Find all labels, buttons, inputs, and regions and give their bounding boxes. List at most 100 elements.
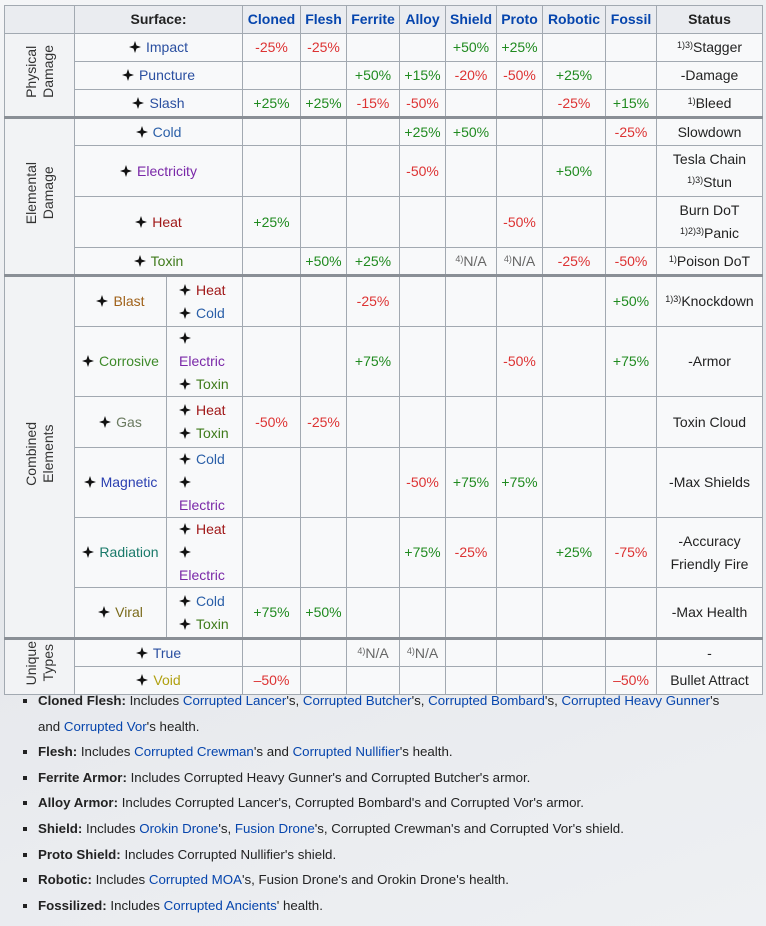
- modifier: +15%: [612, 94, 650, 111]
- type-name[interactable]: True: [152, 644, 182, 661]
- row: Slash +25% +25% -15% -50% -25% +15% 1)Bleed: [5, 89, 763, 118]
- modifier-cell: [242, 637, 301, 667]
- group-label-line: Elemental: [22, 161, 39, 225]
- status-line: -Max Shields: [659, 471, 760, 494]
- row: Void –50% –50% Bullet Attract: [5, 666, 763, 695]
- column-header[interactable]: Flesh: [300, 5, 347, 34]
- component-name[interactable]: Cold: [196, 451, 225, 467]
- modifier-cell: [542, 196, 606, 248]
- column-header[interactable]: Fossil: [605, 5, 657, 34]
- type-icon: [179, 306, 191, 319]
- modifier-cell: +25%: [496, 33, 543, 62]
- modifier: N/A: [414, 644, 439, 661]
- modifier-cell: [346, 116, 400, 146]
- status: Toxin Cloud: [672, 413, 747, 430]
- component-name[interactable]: Heat: [196, 521, 226, 537]
- note-text: Includes Corrupted Heavy Gunner's and Co…: [126, 769, 531, 785]
- column-header[interactable]: Cloned: [242, 5, 301, 34]
- modifier-cell: [496, 587, 543, 639]
- status-line: 1)3)Stagger: [659, 36, 760, 59]
- note-link[interactable]: Corrupted Nullifier: [292, 744, 400, 760]
- component-name[interactable]: Toxin: [196, 425, 229, 441]
- modifier-cell: [399, 196, 446, 248]
- type-name[interactable]: Heat: [152, 213, 182, 230]
- note: Fossilized: Includes Corrupted Ancients'…: [38, 893, 738, 919]
- type-cell: True: [74, 637, 243, 667]
- modifier: N/A: [365, 644, 389, 661]
- modifier-cell: [300, 145, 347, 197]
- type-name[interactable]: Gas: [116, 413, 142, 430]
- status: -Armor: [688, 353, 731, 369]
- type-cell: Void: [74, 666, 243, 695]
- component-name[interactable]: Toxin: [196, 615, 229, 632]
- status: Burn DoT: [679, 202, 740, 218]
- group-label-line: Damage: [39, 166, 56, 220]
- modifier-cell: [496, 274, 543, 327]
- type-name[interactable]: Radiation: [99, 544, 159, 560]
- column-header[interactable]: Proto: [496, 5, 543, 34]
- status-cell: -: [656, 637, 763, 667]
- type-icon: [179, 378, 191, 390]
- note: Cloned Flesh: Includes Corrupted Lancer'…: [38, 688, 738, 739]
- type-icon: [121, 69, 134, 81]
- modifier: -25%: [557, 94, 591, 111]
- type-name[interactable]: Corrosive: [99, 353, 159, 369]
- modifier-cell: [346, 587, 400, 639]
- note-link[interactable]: Fusion Drone: [234, 820, 315, 836]
- component-name[interactable]: Electric: [179, 353, 225, 369]
- component-name[interactable]: Electric: [179, 567, 225, 583]
- modifier-cell: [300, 196, 347, 248]
- modifier-cell: [605, 196, 657, 248]
- component-name[interactable]: Toxin: [196, 376, 229, 392]
- status-cell: -Max Shields: [656, 447, 763, 518]
- type-name[interactable]: Magnetic: [100, 474, 158, 490]
- corner: [4, 5, 75, 34]
- note-link[interactable]: Corrupted Heavy Gunner: [561, 693, 711, 708]
- row: Radiation Heat Electric +75% -25% +25% -75% -Ac…: [5, 517, 763, 588]
- note-link[interactable]: Corrupted Lancer: [182, 693, 287, 708]
- note-link[interactable]: Corrupted MOA: [148, 872, 242, 888]
- note-link[interactable]: Corrupted Bombard: [428, 693, 545, 708]
- status-cell: 1)3)Stagger: [656, 33, 763, 62]
- column-header[interactable]: Ferrite: [346, 5, 400, 34]
- type-name[interactable]: Electricity: [137, 162, 197, 179]
- type-name[interactable]: Blast: [113, 293, 145, 309]
- type-cell: Electricity: [74, 145, 243, 197]
- status-line: Bullet Attract: [659, 669, 760, 692]
- component-name[interactable]: Cold: [196, 592, 225, 609]
- column-header[interactable]: Robotic: [542, 5, 606, 34]
- modifier-cell: –50%: [605, 666, 657, 695]
- status-cell: 1)3)Knockdown: [656, 274, 763, 327]
- type-cell: Toxin: [74, 247, 243, 276]
- column-header[interactable]: Shield: [445, 5, 497, 34]
- modifier-cell: [542, 637, 606, 667]
- modifier-cell: [399, 247, 446, 276]
- component-name[interactable]: Cold: [196, 304, 225, 321]
- note-link[interactable]: Orokin Drone: [139, 820, 219, 836]
- status: -: [707, 644, 712, 661]
- type-name[interactable]: Void: [153, 672, 181, 688]
- component-name[interactable]: Electric: [179, 497, 225, 513]
- note-link[interactable]: Corrupted Crewman: [134, 744, 254, 760]
- component: Toxin: [179, 373, 240, 396]
- note-link[interactable]: Corrupted Butcher: [302, 693, 412, 708]
- column-header[interactable]: Alloy: [399, 5, 446, 34]
- row: Combined Elements Blast Heat Cold -25% +50% 1)3…: [4, 274, 763, 639]
- modifier-cell: -50%: [496, 326, 543, 397]
- component-name[interactable]: Heat: [196, 402, 226, 418]
- note-link[interactable]: Corrupted Ancients: [163, 897, 277, 913]
- modifier-cell: [605, 396, 657, 448]
- note-text: Includes: [82, 820, 140, 836]
- type-name[interactable]: Puncture: [138, 67, 196, 83]
- modifier-cell: [542, 587, 606, 639]
- type-name[interactable]: Toxin: [150, 252, 184, 269]
- component-name[interactable]: Heat: [196, 281, 226, 298]
- type-name[interactable]: Cold: [152, 123, 182, 140]
- type-cell: Corrosive: [74, 326, 167, 397]
- modifier-cell: -75%: [605, 517, 657, 588]
- type-name[interactable]: Slash: [149, 94, 185, 111]
- type-name[interactable]: Impact: [145, 39, 188, 55]
- type-icon: [135, 125, 148, 138]
- note-link[interactable]: Corrupted Vor: [63, 718, 147, 734]
- type-name[interactable]: Viral: [115, 604, 143, 620]
